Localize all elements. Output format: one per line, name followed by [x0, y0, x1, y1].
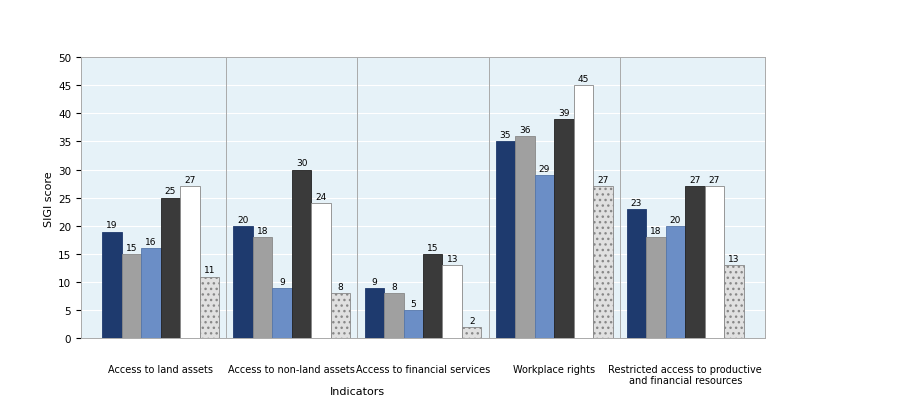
Text: 35: 35: [500, 131, 511, 140]
Text: 5: 5: [410, 299, 416, 309]
Text: 27: 27: [598, 176, 608, 185]
Text: 27: 27: [709, 176, 720, 185]
Bar: [626, 209, 646, 339]
Text: 19: 19: [106, 221, 118, 230]
Bar: [685, 187, 705, 339]
Bar: [292, 170, 311, 339]
Bar: [535, 176, 554, 339]
Bar: [515, 136, 535, 339]
Bar: [705, 187, 725, 339]
Text: 23: 23: [631, 198, 643, 207]
Bar: [724, 266, 743, 339]
Bar: [233, 226, 253, 339]
Bar: [364, 288, 384, 339]
Text: 18: 18: [651, 226, 661, 235]
Y-axis label: SIGI score: SIGI score: [44, 171, 54, 226]
Text: 29: 29: [539, 164, 550, 173]
Text: Access to non-land assets: Access to non-land assets: [229, 364, 356, 374]
Text: Access to financial services: Access to financial services: [356, 364, 490, 374]
Bar: [141, 249, 161, 339]
Text: Restricted access to productive
and financial resources: Restricted access to productive and fina…: [608, 364, 762, 385]
Bar: [180, 187, 200, 339]
Bar: [311, 204, 331, 339]
Text: 20: 20: [670, 215, 681, 224]
Text: 39: 39: [558, 108, 570, 117]
Text: Workplace rights: Workplace rights: [513, 364, 595, 374]
Text: 11: 11: [203, 266, 215, 275]
Bar: [646, 237, 666, 339]
Bar: [443, 266, 462, 339]
Text: 20: 20: [238, 215, 248, 224]
Bar: [403, 311, 423, 339]
Bar: [423, 254, 443, 339]
Text: 30: 30: [296, 159, 308, 168]
Bar: [593, 187, 613, 339]
Text: 45: 45: [578, 75, 590, 84]
Text: 27: 27: [184, 176, 195, 185]
Text: 27: 27: [689, 176, 701, 185]
Text: 25: 25: [165, 187, 176, 196]
Bar: [666, 226, 685, 339]
Text: 24: 24: [316, 192, 327, 202]
Text: 15: 15: [126, 243, 138, 252]
Text: 13: 13: [446, 254, 458, 263]
Text: 8: 8: [391, 282, 397, 292]
Text: 16: 16: [145, 237, 157, 247]
Text: 36: 36: [519, 125, 531, 134]
Text: 9: 9: [372, 277, 377, 286]
Text: 2: 2: [469, 316, 474, 325]
Bar: [462, 328, 482, 339]
Bar: [103, 232, 122, 339]
Bar: [554, 120, 573, 339]
Bar: [273, 288, 292, 339]
Text: 13: 13: [728, 254, 740, 263]
Bar: [573, 86, 593, 339]
Text: Access to land assets: Access to land assets: [108, 364, 213, 374]
Bar: [253, 237, 273, 339]
Bar: [496, 142, 515, 339]
Bar: [331, 294, 350, 339]
Text: 9: 9: [279, 277, 285, 286]
Bar: [161, 198, 180, 339]
Bar: [122, 254, 141, 339]
Bar: [384, 294, 403, 339]
Text: 8: 8: [338, 282, 344, 292]
Text: Indicators: Indicators: [330, 387, 385, 396]
Text: 18: 18: [256, 226, 268, 235]
Text: 15: 15: [427, 243, 438, 252]
Bar: [200, 277, 220, 339]
